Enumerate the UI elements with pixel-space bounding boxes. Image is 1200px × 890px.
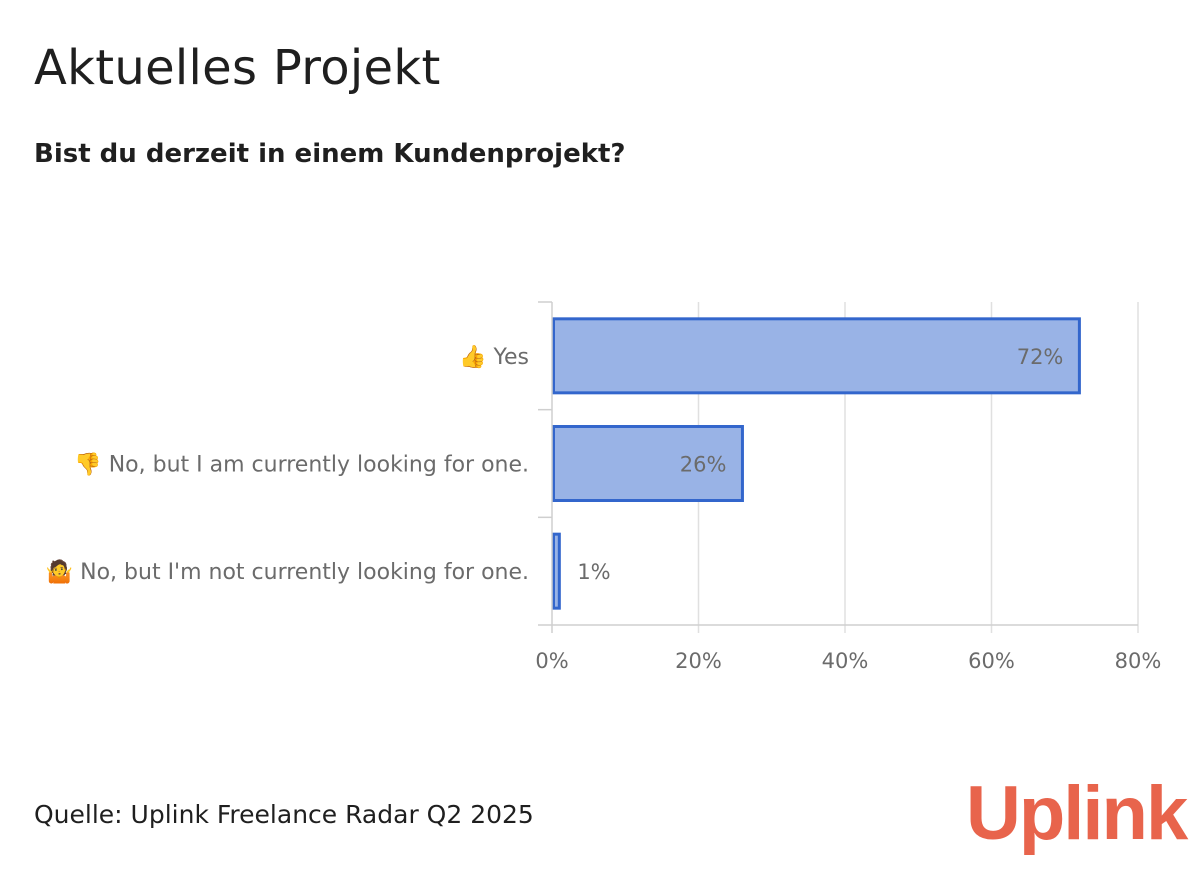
labels: 0% 20% 40% 60% 80% 👍 Yes 72% 👎 No, but I am cur… — [46, 344, 1162, 673]
axes — [538, 301, 1138, 633]
page-subtitle: Bist du derzeit in einem Kundenprojekt? — [34, 139, 626, 169]
bars — [552, 317, 1081, 610]
x-tick-label-60: 60% — [968, 649, 1015, 673]
bar-1 — [552, 425, 744, 502]
x-tick-label-80: 80% — [1115, 649, 1162, 673]
category-label-1: 👎 No, but I am currently looking for one… — [74, 452, 529, 478]
bar-2 — [552, 532, 561, 610]
uplink-logo: Uplink — [966, 771, 1188, 856]
x-tick-label-0: 0% — [535, 649, 568, 673]
x-tick-label-20: 20% — [675, 649, 722, 673]
page-title: Aktuelles Projekt — [34, 40, 441, 96]
source-note: Quelle: Uplink Freelance Radar Q2 2025 — [34, 800, 534, 829]
category-label-0: 👍 Yes — [459, 344, 529, 370]
data-label-2: 1% — [577, 560, 610, 584]
category-label-2: 🤷 No, but I'm not currently looking for … — [46, 558, 529, 585]
bar-0 — [552, 317, 1081, 395]
data-label-0: 72% — [1017, 345, 1064, 369]
x-tick-label-40: 40% — [822, 649, 869, 673]
data-label-1: 26% — [680, 453, 727, 477]
